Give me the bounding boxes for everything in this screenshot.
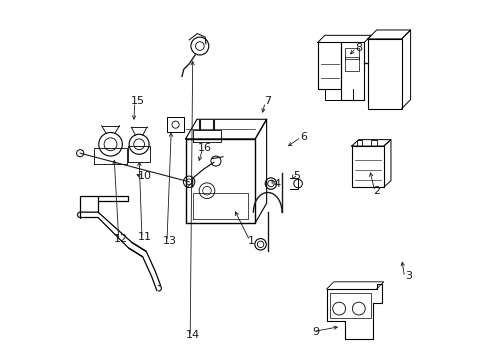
Text: 14: 14 [185, 330, 200, 341]
Bar [367, 39, 401, 109]
Text: 15: 15 [130, 96, 144, 107]
Text: 9: 9 [312, 327, 319, 337]
Text: 4: 4 [272, 179, 280, 189]
Bar [344, 48, 358, 59]
Bar [329, 293, 370, 318]
Text: 10: 10 [137, 171, 151, 181]
Bar [370, 140, 376, 146]
Text: 16: 16 [198, 143, 212, 153]
Bar [166, 117, 184, 132]
Text: 11: 11 [137, 232, 151, 242]
Text: 12: 12 [114, 234, 128, 244]
Text: 2: 2 [372, 186, 380, 196]
Text: 8: 8 [354, 43, 362, 53]
Text: 1: 1 [247, 236, 255, 246]
Text: 7: 7 [264, 96, 271, 107]
Text: 13: 13 [162, 236, 176, 246]
Text: 3: 3 [405, 271, 411, 282]
Text: 5: 5 [292, 171, 299, 181]
Bar [351, 146, 383, 187]
Bar [356, 140, 362, 146]
Bar [344, 57, 358, 71]
Text: 6: 6 [299, 132, 306, 142]
